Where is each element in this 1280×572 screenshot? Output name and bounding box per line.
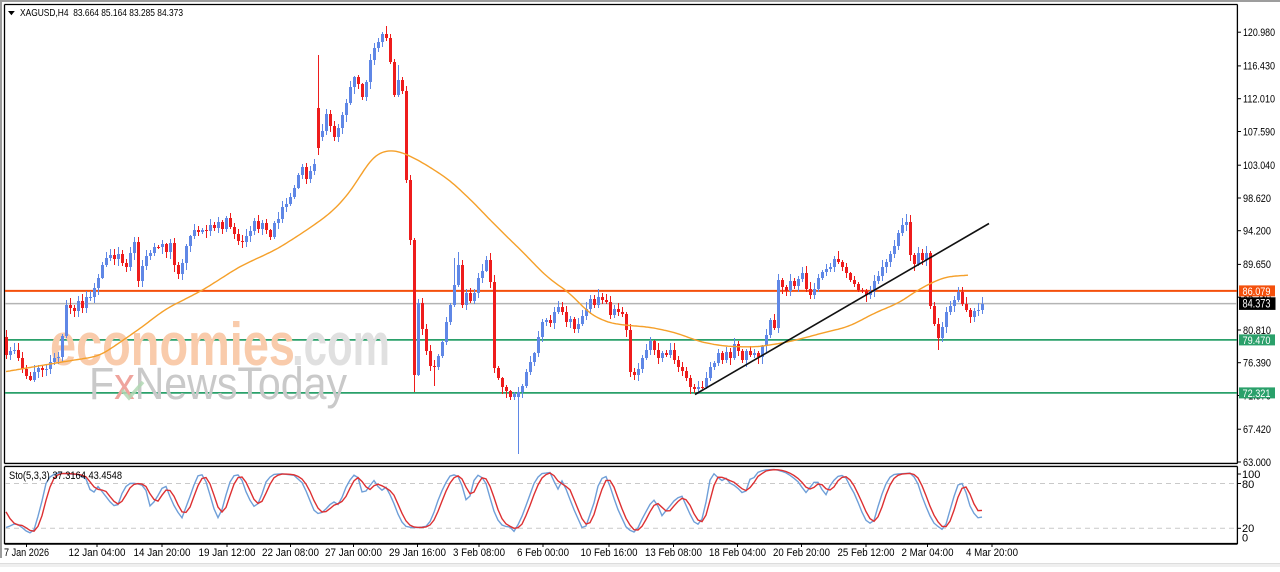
svg-text:86.079: 86.079 (1243, 286, 1271, 298)
svg-text:3 Feb 08:00: 3 Feb 08:00 (453, 547, 505, 559)
svg-text:0: 0 (1242, 533, 1248, 545)
svg-text:120.980: 120.980 (1243, 27, 1275, 39)
svg-text:80: 80 (1242, 479, 1254, 491)
svg-text:20: 20 (1242, 523, 1254, 535)
svg-text:.com: .com (292, 311, 390, 378)
svg-text:25 Feb 12:00: 25 Feb 12:00 (838, 547, 895, 559)
svg-text:67.420: 67.420 (1243, 424, 1271, 436)
svg-text:14 Jan 20:00: 14 Jan 20:00 (134, 547, 191, 559)
svg-text:79.470: 79.470 (1243, 335, 1271, 347)
svg-text:Sto(5,3,3) 37.3164 43.4548: Sto(5,3,3) 37.3164 43.4548 (9, 470, 122, 482)
svg-text:22 Jan 08:00: 22 Jan 08:00 (262, 547, 319, 559)
svg-text:116.430: 116.430 (1243, 61, 1275, 73)
svg-text:84.373: 84.373 (1243, 299, 1271, 311)
svg-text:2 Mar 04:00: 2 Mar 04:00 (902, 547, 954, 559)
svg-text:100: 100 (1242, 469, 1260, 481)
svg-text:107.590: 107.590 (1243, 126, 1275, 138)
svg-text:20 Feb 20:00: 20 Feb 20:00 (773, 547, 830, 559)
svg-text:103.040: 103.040 (1243, 160, 1275, 172)
svg-text:63.000: 63.000 (1243, 457, 1271, 469)
svg-text:economies: economies (50, 311, 295, 378)
svg-text:18 Feb 04:00: 18 Feb 04:00 (709, 547, 766, 559)
svg-text:27 Jan 00:00: 27 Jan 00:00 (325, 547, 382, 559)
svg-text:112.010: 112.010 (1243, 94, 1275, 106)
svg-text:10 Feb 16:00: 10 Feb 16:00 (581, 547, 638, 559)
svg-text:6 Feb 00:00: 6 Feb 00:00 (517, 547, 569, 559)
svg-text:29 Jan 16:00: 29 Jan 16:00 (389, 547, 446, 559)
svg-text:98.620: 98.620 (1243, 193, 1271, 205)
svg-text:80.810: 80.810 (1243, 325, 1271, 337)
svg-text:13 Feb 08:00: 13 Feb 08:00 (645, 547, 702, 559)
svg-text:FxNewsToday: FxNewsToday (89, 358, 347, 409)
svg-text:19 Jan 12:00: 19 Jan 12:00 (199, 547, 256, 559)
svg-text:12 Jan 04:00: 12 Jan 04:00 (69, 547, 126, 559)
svg-text:94.200: 94.200 (1243, 226, 1271, 238)
svg-text:XAGUSD,H4 83.664 85.164 83.28: XAGUSD,H4 83.664 85.164 83.285 84.373 (20, 7, 183, 19)
svg-text:4 Mar 20:00: 4 Mar 20:00 (966, 547, 1018, 559)
svg-text:72.321: 72.321 (1243, 388, 1271, 400)
svg-text:76.390: 76.390 (1243, 358, 1271, 370)
svg-text:89.650: 89.650 (1243, 259, 1271, 271)
svg-text:7 Jan 2026: 7 Jan 2026 (4, 547, 49, 559)
